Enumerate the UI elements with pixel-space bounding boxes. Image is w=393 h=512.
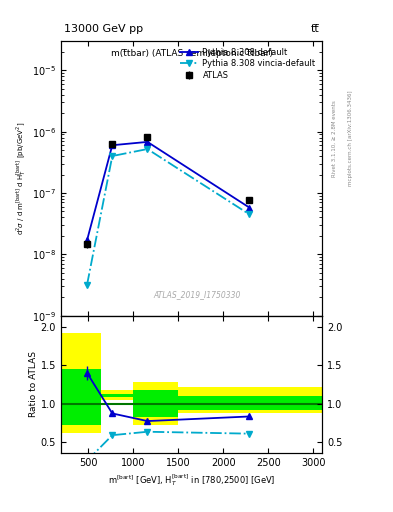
Bar: [101, 390, 133, 400]
Pythia 8.308 vincia-default: [85, 282, 90, 288]
Text: Rivet 3.1.10, ≥ 2.8M events: Rivet 3.1.10, ≥ 2.8M events: [332, 100, 337, 177]
Text: tt̅: tt̅: [311, 24, 320, 34]
Pythia 8.308 vincia-default: [145, 146, 150, 152]
Y-axis label: d$^2\sigma$ / d m$^{\mathregular{[bar{t}]}}$ d H$_T^{\mathregular{[bar{t}]}}$ [p: d$^2\sigma$ / d m$^{\mathregular{[bar{t}…: [15, 122, 29, 235]
Legend: Pythia 8.308 default, Pythia 8.308 vincia-default, ATLAS: Pythia 8.308 default, Pythia 8.308 vinci…: [178, 45, 318, 82]
Y-axis label: Ratio to ATLAS: Ratio to ATLAS: [29, 351, 38, 417]
Bar: [178, 396, 322, 410]
Line: Pythia 8.308 vincia-default: Pythia 8.308 vincia-default: [84, 146, 252, 288]
Bar: [133, 390, 178, 417]
Pythia 8.308 vincia-default: [247, 211, 252, 217]
Line: Pythia 8.308 default: Pythia 8.308 default: [84, 139, 252, 243]
Text: m(t̅tbar) (ATLAS semileptonic t̅tbar): m(t̅tbar) (ATLAS semileptonic t̅tbar): [111, 49, 272, 58]
Text: mcplots.cern.ch [arXiv:1306.3436]: mcplots.cern.ch [arXiv:1306.3436]: [348, 91, 353, 186]
Text: 13000 GeV pp: 13000 GeV pp: [64, 24, 143, 34]
Pythia 8.308 default: [247, 204, 252, 210]
Bar: [133, 382, 178, 425]
Pythia 8.308 vincia-default: [110, 153, 115, 159]
Text: ATLAS_2019_I1750330: ATLAS_2019_I1750330: [153, 290, 241, 299]
Pythia 8.308 default: [145, 139, 150, 145]
Pythia 8.308 default: [110, 142, 115, 148]
Bar: [101, 394, 133, 397]
Bar: [178, 387, 322, 413]
Bar: [61, 333, 101, 433]
Pythia 8.308 default: [85, 237, 90, 243]
X-axis label: m$^{\mathregular{[bar{t}]}}$ [GeV], H$_T^{\mathregular{[bar{t}]}}$ in [780,2500]: m$^{\mathregular{[bar{t}]}}$ [GeV], H$_T…: [108, 472, 275, 488]
Bar: [61, 369, 101, 425]
